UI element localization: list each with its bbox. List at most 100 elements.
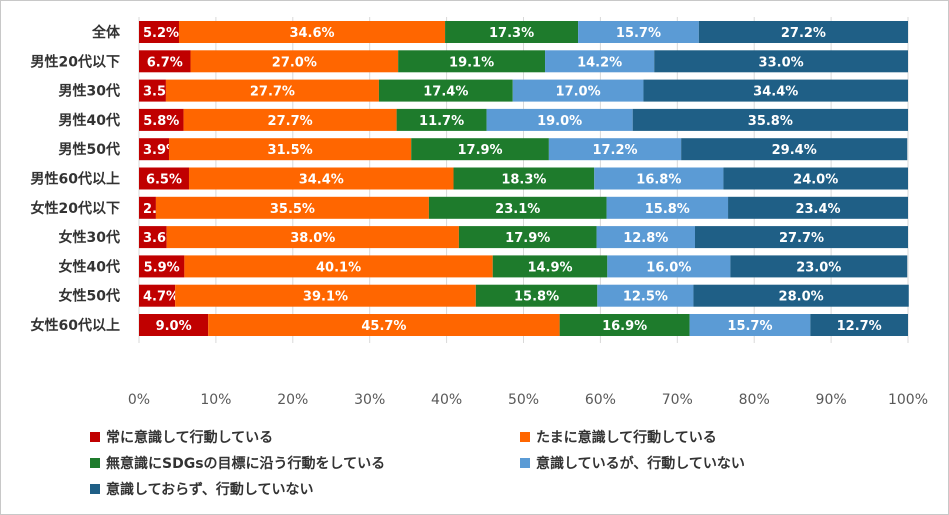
data-label: 18.3% [501, 173, 546, 188]
bar-segment [643, 79, 908, 102]
x-tick-label: 50% [508, 392, 539, 408]
category-label: 女性20代以下 [31, 200, 120, 217]
x-tick-label: 70% [662, 392, 693, 408]
bar-segment [654, 50, 908, 73]
bar-segment [139, 79, 166, 102]
data-label: 27.7% [779, 231, 824, 246]
bar-segment [190, 50, 399, 73]
data-label: 5.2% [143, 26, 179, 41]
x-tick-label: 80% [739, 392, 770, 408]
bar-segment [398, 50, 546, 73]
legend-label: たまに意識して行動している [536, 430, 717, 446]
data-label: 34.4% [753, 85, 798, 100]
bar-segment [694, 226, 908, 249]
bar-segment [139, 167, 189, 190]
category-label: 女性60代以上 [31, 317, 120, 334]
x-tick-label: 100% [888, 392, 928, 408]
category-label: 女性30代 [59, 229, 120, 246]
data-label: 23.1% [495, 202, 540, 217]
data-label: 40.1% [316, 260, 361, 275]
x-tick-label: 20% [277, 392, 308, 408]
bar-segment [475, 284, 598, 307]
category-label: 男性40代 [59, 112, 120, 129]
bar-segment [175, 284, 476, 307]
data-label: 31.5% [268, 143, 313, 158]
data-label: 33.0% [759, 55, 804, 70]
data-label: 17.2% [592, 143, 637, 158]
legend-label: 常に意識して行動している [106, 430, 274, 446]
legend-swatch [520, 432, 530, 442]
data-label: 4.7% [143, 290, 179, 305]
category-label: 女性50代 [59, 288, 120, 305]
data-label: 15.7% [727, 319, 772, 334]
data-label: 15.8% [645, 202, 690, 217]
bar-segment [698, 21, 908, 43]
bar-segment [378, 79, 513, 102]
bar-segment [139, 314, 209, 336]
legend-item: たまに意識して行動している [520, 428, 910, 446]
data-label: 17.9% [505, 231, 550, 246]
data-label: 14.9% [527, 260, 572, 275]
bar-segment [512, 79, 644, 102]
bar-segment [596, 226, 695, 249]
data-label: 12.5% [623, 290, 668, 305]
bar-segment [607, 255, 731, 278]
bar-segment [139, 255, 185, 278]
legend-label: 無意識にSDGsの目標に沿う行動をしている [106, 456, 386, 472]
bar-segment [428, 196, 607, 219]
data-label: 9.0% [156, 319, 192, 334]
data-label: 34.6% [289, 26, 334, 41]
x-tick-labels: 0% 10% 20% 30% 40% 50% 60% 70% 80% 90% 100% [128, 392, 928, 408]
data-label: 27.7% [250, 85, 295, 100]
bar-segment [559, 314, 690, 336]
data-label: 39.1% [303, 290, 348, 305]
bar-segment [689, 314, 811, 336]
data-label: 14.2% [577, 55, 622, 70]
bar-segment [810, 314, 908, 336]
legend-item: 意識しておらず、行動していない [90, 480, 520, 498]
data-label: 17.4% [423, 85, 468, 100]
bar-segment [139, 196, 156, 219]
legend-swatch [520, 458, 530, 468]
data-label: 24.0% [793, 173, 838, 188]
bar-segment [492, 255, 608, 278]
bar-segment [458, 226, 597, 249]
category-label: 女性40代 [59, 258, 120, 275]
bar-segment [178, 21, 446, 43]
data-label: 34.4% [299, 173, 344, 188]
data-label: 45.7% [361, 319, 406, 334]
data-label: 27.7% [268, 114, 313, 129]
data-label: 23.4% [795, 202, 840, 217]
bar-segment [139, 226, 167, 249]
bar-segment [606, 196, 729, 219]
bar-segment [139, 284, 176, 307]
x-tick-label: 60% [585, 392, 616, 408]
data-label: 35.8% [748, 114, 793, 129]
x-tick-label: 90% [816, 392, 847, 408]
data-label: 29.4% [772, 143, 817, 158]
bar-segment [183, 108, 397, 131]
data-label: 38.0% [290, 231, 335, 246]
bar-segment [168, 138, 412, 161]
legend: 常に意識して行動している たまに意識して行動している無意識にSDGsの目標に沿う行… [90, 428, 910, 498]
bar-segment [166, 226, 459, 249]
bars: 5.2% 34.6% 17.3% 15.7% 27.2% 6.7% 27.0% 19.1% 14… [139, 21, 909, 336]
bar-segment [578, 21, 699, 43]
bar-segment [486, 108, 633, 131]
category-label: 全体 [91, 24, 121, 41]
bar-segment [632, 108, 908, 131]
bar-segment [139, 50, 191, 73]
category-label: 男性20代以下 [31, 53, 120, 70]
bar-segment [208, 314, 560, 336]
category-label: 男性30代 [59, 83, 120, 100]
data-label: 15.7% [616, 26, 661, 41]
x-tick-label: 0% [128, 392, 150, 408]
legend-item: 常に意識して行動している [90, 428, 520, 446]
data-label: 16.9% [602, 319, 647, 334]
bar-segment [139, 138, 169, 161]
x-tick-label: 40% [431, 392, 462, 408]
bar-segment [548, 138, 682, 161]
bar-segment [396, 108, 487, 131]
data-label: 28.0% [779, 290, 824, 305]
